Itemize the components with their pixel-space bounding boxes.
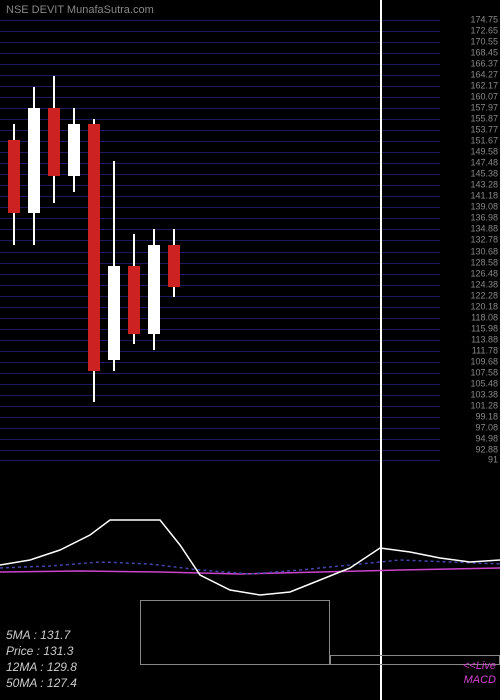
gridline bbox=[0, 428, 440, 429]
price-tick-label: 139.08 bbox=[470, 203, 498, 212]
gridline bbox=[0, 97, 440, 98]
price-tick-label: 92.88 bbox=[475, 446, 498, 455]
gridline bbox=[0, 307, 440, 308]
gridline bbox=[0, 417, 440, 418]
info-box bbox=[140, 600, 330, 665]
price-tick-label: 122.28 bbox=[470, 291, 498, 300]
ma-info-line: Price : 131.3 bbox=[6, 644, 73, 658]
price-tick-label: 99.18 bbox=[475, 413, 498, 422]
ma-info-line: 12MA : 129.8 bbox=[6, 660, 77, 674]
price-tick-label: 128.58 bbox=[470, 258, 498, 267]
gridline bbox=[0, 130, 440, 131]
gridline bbox=[0, 31, 440, 32]
gridline bbox=[0, 362, 440, 363]
gridline bbox=[0, 42, 440, 43]
gridline bbox=[0, 450, 440, 451]
gridline bbox=[0, 20, 440, 21]
price-tick-label: 124.38 bbox=[470, 280, 498, 289]
gridline bbox=[0, 460, 440, 461]
price-tick-label: 162.17 bbox=[470, 82, 498, 91]
chart-header: NSE DEVIT MunafaSutra.com bbox=[6, 4, 154, 16]
price-tick-label: 111.78 bbox=[472, 346, 498, 355]
gridline bbox=[0, 174, 440, 175]
gridline bbox=[0, 64, 440, 65]
gridline bbox=[0, 384, 440, 385]
price-tick-label: 168.45 bbox=[470, 49, 498, 58]
indicator-line bbox=[0, 560, 500, 574]
macd-svg bbox=[0, 480, 500, 620]
price-tick-label: 115.98 bbox=[471, 324, 498, 333]
gridline bbox=[0, 240, 440, 241]
price-tick-label: 145.38 bbox=[470, 170, 498, 179]
live-label: <<Live bbox=[463, 660, 496, 672]
ma-info-line: 5MA : 131.7 bbox=[6, 628, 70, 642]
gridline bbox=[0, 351, 440, 352]
gridline bbox=[0, 218, 440, 219]
price-tick-label: 130.68 bbox=[470, 247, 498, 256]
price-tick-label: 91 bbox=[488, 456, 498, 465]
gridline bbox=[0, 152, 440, 153]
price-tick-label: 136.98 bbox=[470, 214, 498, 223]
price-tick-label: 134.88 bbox=[470, 225, 498, 234]
price-tick-label: 172.65 bbox=[470, 27, 498, 36]
price-tick-label: 132.78 bbox=[470, 236, 498, 245]
gridline bbox=[0, 108, 440, 109]
price-tick-label: 143.28 bbox=[470, 181, 498, 190]
gridline bbox=[0, 229, 440, 230]
gridline bbox=[0, 318, 440, 319]
gridline bbox=[0, 439, 440, 440]
price-tick-label: 126.48 bbox=[470, 269, 498, 278]
candlestick-chart bbox=[0, 20, 440, 460]
price-axis-labels: 174.75172.65170.55168.45166.37164.27162.… bbox=[440, 20, 500, 460]
price-tick-label: 160.07 bbox=[470, 93, 498, 102]
gridline bbox=[0, 329, 440, 330]
gridline bbox=[0, 285, 440, 286]
gridline bbox=[0, 395, 440, 396]
price-tick-label: 174.75 bbox=[470, 16, 498, 25]
gridline bbox=[0, 196, 440, 197]
gridline bbox=[0, 185, 440, 186]
gridline bbox=[0, 406, 440, 407]
price-tick-label: 105.48 bbox=[470, 379, 498, 388]
price-tick-label: 164.27 bbox=[470, 71, 498, 80]
price-tick-label: 103.38 bbox=[470, 390, 498, 399]
gridline bbox=[0, 119, 440, 120]
price-tick-label: 94.98 bbox=[475, 435, 498, 444]
price-tick-label: 155.87 bbox=[470, 115, 498, 124]
price-tick-label: 149.58 bbox=[470, 148, 498, 157]
ma-info-line: 50MA : 127.4 bbox=[6, 676, 77, 690]
gridline bbox=[0, 296, 440, 297]
gridline bbox=[0, 207, 440, 208]
gridline bbox=[0, 274, 440, 275]
gridline bbox=[0, 53, 440, 54]
indicator-line bbox=[0, 568, 500, 574]
price-tick-label: 97.08 bbox=[475, 424, 498, 433]
price-tick-label: 147.48 bbox=[470, 159, 498, 168]
price-tick-label: 170.55 bbox=[470, 38, 498, 47]
price-tick-label: 151.67 bbox=[470, 137, 498, 146]
gridline bbox=[0, 86, 440, 87]
gridline bbox=[0, 75, 440, 76]
price-tick-label: 153.77 bbox=[470, 126, 498, 135]
price-tick-label: 107.58 bbox=[470, 368, 498, 377]
macd-label: MACD bbox=[464, 674, 496, 686]
gridline bbox=[0, 163, 440, 164]
price-tick-label: 166.37 bbox=[470, 60, 498, 69]
price-tick-label: 101.28 bbox=[470, 401, 498, 410]
macd-panel bbox=[0, 480, 500, 620]
gridline bbox=[0, 340, 440, 341]
price-tick-label: 118.08 bbox=[471, 313, 498, 322]
price-tick-label: 141.18 bbox=[470, 192, 498, 201]
gridline bbox=[0, 373, 440, 374]
gridline bbox=[0, 141, 440, 142]
price-tick-label: 120.18 bbox=[470, 302, 498, 311]
indicator-line bbox=[0, 520, 500, 595]
price-tick-label: 157.97 bbox=[470, 104, 498, 113]
gridline bbox=[0, 252, 440, 253]
price-tick-label: 109.68 bbox=[470, 357, 498, 366]
gridline bbox=[0, 263, 440, 264]
price-tick-label: 113.88 bbox=[471, 335, 498, 344]
